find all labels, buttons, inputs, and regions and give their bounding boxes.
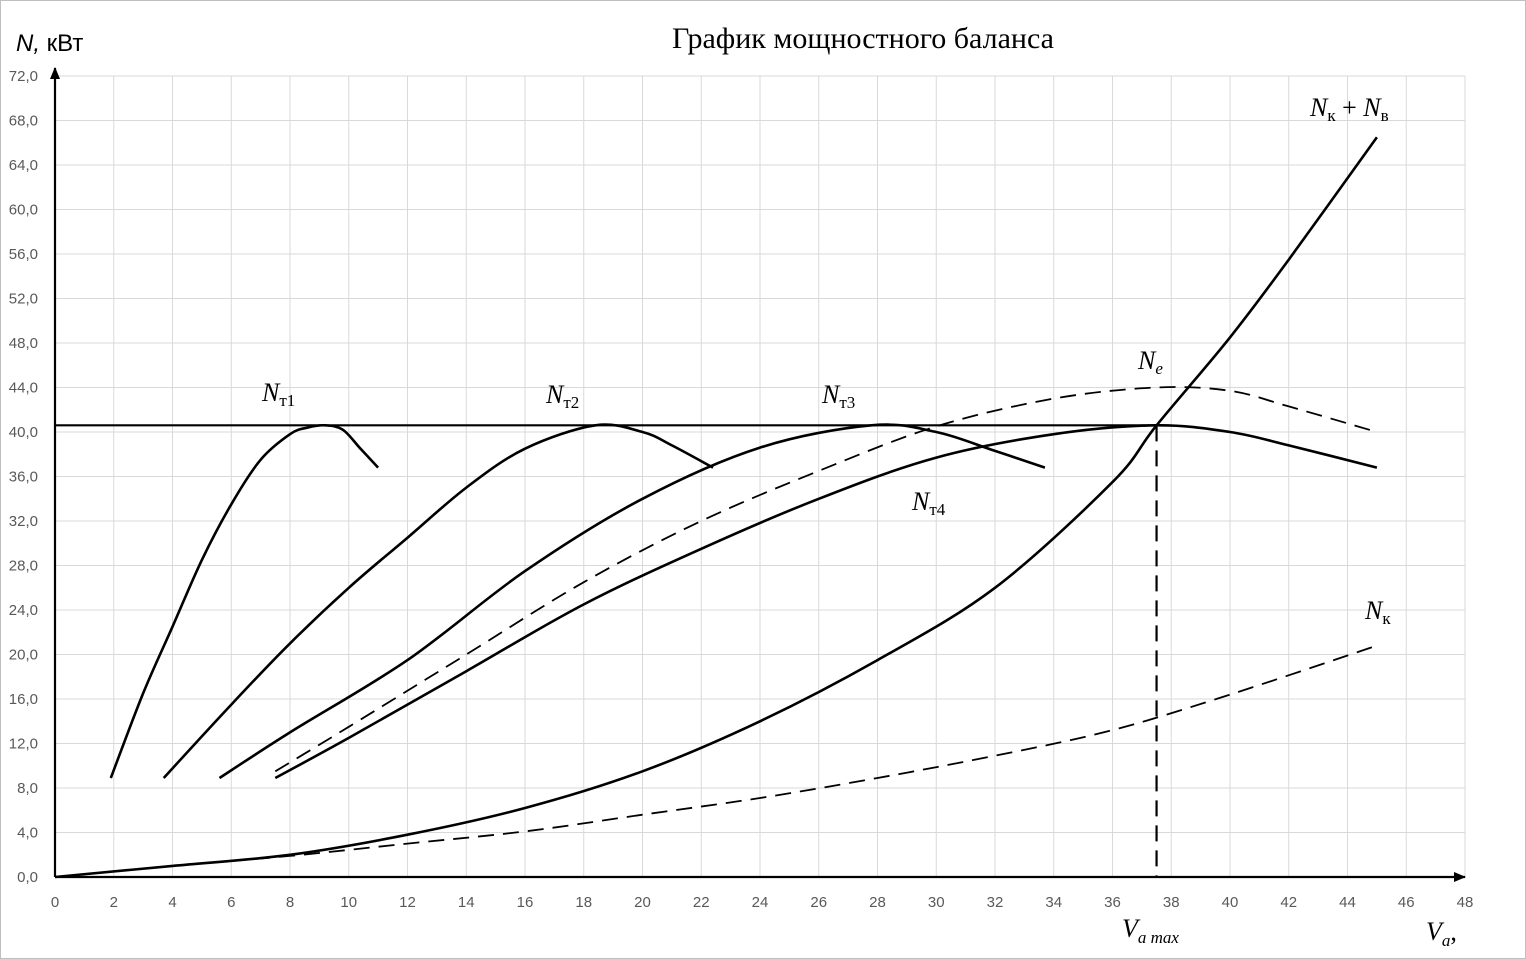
series-line-6	[54, 136, 1378, 879]
x-tick-label: 38	[1163, 894, 1180, 911]
series-line-1	[109, 423, 380, 779]
y-tick-label: 68,0	[9, 113, 38, 130]
label-nkv-sub1: к	[1327, 106, 1336, 125]
x-tick-label: 32	[987, 894, 1004, 911]
y-tick-label: 24,0	[9, 602, 38, 619]
y-tick-label: 20,0	[9, 647, 38, 664]
label-nkv-symbol1: N	[1309, 93, 1329, 122]
label-nt4: Nт4	[911, 487, 946, 519]
label-nt3-sub: т3	[839, 393, 855, 412]
x-axis-sub: a	[1442, 931, 1451, 950]
x-tick-label: 2	[110, 894, 118, 911]
x-tick-label: 40	[1222, 894, 1239, 911]
label-nt2: Nт2	[545, 380, 579, 412]
series-line-2	[162, 423, 714, 779]
x-tick-label: 8	[286, 894, 294, 911]
x-axis-label: Va,	[1426, 917, 1457, 950]
y-tick-label: 52,0	[9, 291, 38, 308]
x-tick-label: 48	[1457, 894, 1474, 911]
label-ne: Ne	[1137, 346, 1163, 378]
label-ne-sub: e	[1155, 359, 1163, 378]
x-tick-label: 4	[168, 894, 176, 911]
y-tick-label: 0,0	[17, 869, 38, 886]
x-tick-label: 28	[869, 894, 886, 911]
x-tick-label: 30	[928, 894, 945, 911]
x-tick-label: 16	[517, 894, 534, 911]
chart-title: График мощностного баланса	[672, 22, 1054, 55]
y-tick-label: 4,0	[17, 825, 38, 842]
label-nt3-symbol: N	[821, 380, 841, 409]
x-tick-label: 18	[575, 894, 592, 911]
vmax-sub: a max	[1138, 928, 1180, 947]
y-tick-labels: 0,0 4,0 8,0 12,0 16,0 20,0 24,0 28,0 32,0 36,0 40,…	[9, 68, 38, 886]
vmax-label: Va max	[1122, 914, 1179, 947]
x-tick-label: 10	[340, 894, 357, 911]
x-tick-label: 36	[1104, 894, 1121, 911]
x-tick-label: 0	[51, 894, 59, 911]
y-axis-symbol: N,	[16, 30, 40, 57]
grid	[55, 75, 1466, 877]
axes	[50, 67, 1466, 882]
x-tick-label: 26	[810, 894, 827, 911]
y-axis-unit: кВт	[40, 30, 83, 57]
x-axis-suffix: ,	[1450, 917, 1457, 946]
x-tick-label: 34	[1045, 894, 1062, 911]
x-tick-label: 6	[227, 894, 235, 911]
label-nt4-symbol: N	[911, 487, 931, 516]
y-tick-label: 28,0	[9, 558, 38, 575]
y-tick-label: 44,0	[9, 380, 38, 397]
label-nt3: Nт3	[821, 380, 855, 412]
x-tick-label: 46	[1398, 894, 1415, 911]
label-nk-nv: Nк + Nв	[1309, 93, 1389, 125]
x-axis-symbol: V	[1426, 917, 1445, 946]
label-nt1-symbol: N	[261, 378, 281, 407]
x-tick-label: 44	[1339, 894, 1356, 911]
label-nt4-sub: т4	[929, 500, 945, 519]
x-tick-labels: 0 2 4 6 8 10 12 14 16 18 20 22 24 26 28 30 32 34 36 38 40 42 4…	[51, 894, 1474, 911]
y-axis-label: N, кВт	[16, 30, 83, 57]
x-tick-label: 42	[1280, 894, 1297, 911]
label-nt1: Nт1	[261, 378, 295, 410]
label-nk-sub: к	[1382, 609, 1391, 628]
y-tick-label: 72,0	[9, 68, 38, 85]
series-line-5	[274, 386, 1378, 773]
series-line-4	[274, 423, 1378, 780]
y-tick-label: 40,0	[9, 424, 38, 441]
vmax-symbol: V	[1122, 914, 1141, 943]
label-nk: Nк	[1364, 596, 1391, 628]
label-nt1-sub: т1	[279, 391, 295, 410]
y-tick-label: 48,0	[9, 335, 38, 352]
label-nt2-sub: т2	[563, 393, 579, 412]
x-tick-label: 14	[458, 894, 475, 911]
y-tick-label: 12,0	[9, 736, 38, 753]
x-tick-label: 24	[752, 894, 769, 911]
y-tick-label: 8,0	[17, 780, 38, 797]
series-line-3	[218, 423, 1046, 780]
series-line-7	[54, 644, 1378, 878]
label-nkv-symbol2: N	[1362, 93, 1382, 122]
y-tick-label: 16,0	[9, 691, 38, 708]
y-tick-label: 60,0	[9, 202, 38, 219]
x-tick-label: 12	[399, 894, 416, 911]
y-tick-label: 56,0	[9, 246, 38, 263]
label-ne-symbol: N	[1137, 346, 1157, 375]
x-tick-label: 20	[634, 894, 651, 911]
y-tick-label: 36,0	[9, 469, 38, 486]
y-tick-label: 32,0	[9, 513, 38, 530]
series-lines	[54, 136, 1378, 879]
label-nk-symbol: N	[1364, 596, 1384, 625]
label-nt2-symbol: N	[545, 380, 565, 409]
x-tick-label: 22	[693, 894, 710, 911]
label-nkv-sub2: в	[1381, 106, 1389, 125]
label-nkv-plus: +	[1336, 93, 1364, 122]
y-tick-label: 64,0	[9, 157, 38, 174]
